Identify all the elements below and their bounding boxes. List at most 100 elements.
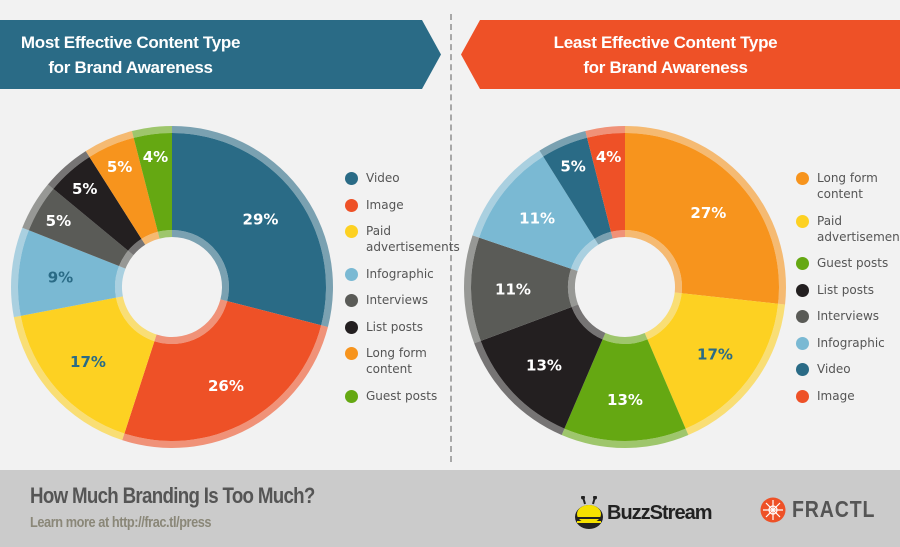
- footer-link[interactable]: Learn more at http://frac.tl/press: [30, 514, 212, 531]
- slice-inner-ring: [128, 238, 146, 256]
- data-label-long-form-content: 27%: [690, 204, 726, 222]
- legend-item-guest-posts: Guest posts: [796, 255, 900, 271]
- legend-label: List posts: [366, 319, 423, 335]
- legend-label-line: Interviews: [817, 309, 880, 323]
- logo-text: BuzzStream: [607, 501, 712, 524]
- donut-chart-least-effective: 27% 17% 13% 13% 11% 11% 5% 4%: [464, 126, 786, 448]
- legend-label-line: Long form: [366, 346, 427, 360]
- legend-item-infographic: Infographic: [345, 266, 455, 282]
- slice-body: [172, 133, 327, 326]
- slice-body: [89, 137, 158, 239]
- legend-label-line: advertisements: [817, 229, 900, 244]
- legend-item-interviews: Interviews: [345, 292, 455, 308]
- legend-swatch: [345, 320, 358, 334]
- slice-inner-ring: [602, 332, 648, 344]
- slice-outer-ring: [472, 150, 544, 238]
- footer: How Much Branding Is Too Much? Learn mor…: [0, 470, 900, 547]
- legend-label-line: content: [817, 187, 863, 201]
- donut-chart-most-effective: 29%26%17%9%5%5%5%4%: [11, 126, 333, 449]
- legend-item-infographic: Infographic: [796, 335, 900, 351]
- data-label-list-posts: 13%: [526, 356, 562, 374]
- legend-label-line: Interviews: [366, 293, 429, 307]
- slice-long-form-content: [85, 131, 160, 245]
- legend-label: Image: [817, 388, 855, 404]
- slice-video: [539, 130, 613, 245]
- slice-paid-advertisements: [644, 292, 786, 436]
- bee-icon: [575, 496, 603, 529]
- slice-outer-ring: [131, 126, 172, 138]
- data-label-paid-advertisements: 17%: [697, 346, 733, 364]
- data-label-infographic: 9%: [48, 268, 73, 286]
- header-most-effective: Most Effective Content Type for Brand Awa…: [0, 20, 441, 89]
- slice-inner-ring: [154, 299, 228, 344]
- legend-item-long-form-content: Long form content: [796, 170, 900, 202]
- slice-inner-ring: [115, 266, 126, 298]
- legend-swatch: [345, 294, 358, 307]
- legend-label: Video: [817, 361, 851, 377]
- slice-inner-ring: [594, 231, 613, 245]
- buzzstream-logo: BuzzStream: [574, 496, 712, 530]
- header-line: Most Effective Content Type: [20, 32, 241, 52]
- slice-body: [564, 339, 686, 441]
- header-line: Least Effective Content Type: [553, 32, 778, 52]
- slice-inner-ring: [571, 238, 599, 271]
- legend-item-long-form-content: Long form content: [345, 345, 455, 377]
- slice-body: [647, 293, 779, 429]
- legend-swatch: [345, 267, 358, 281]
- data-label-guest-posts: 13%: [607, 391, 643, 409]
- slice-inner-ring: [157, 230, 172, 239]
- legend-label-line: Infographic: [366, 266, 434, 281]
- dashed-divider: [450, 14, 452, 462]
- legend-swatch: [796, 257, 809, 270]
- legend-label-line: List posts: [817, 282, 874, 297]
- legend-swatch: [796, 283, 809, 297]
- slice-body: [133, 133, 172, 232]
- legend-swatch: [796, 214, 809, 228]
- slice-body: [28, 188, 129, 267]
- legend-swatch: [796, 310, 809, 323]
- footer-title: How Much Branding Is Too Much?: [30, 483, 315, 508]
- legend-swatch: [796, 363, 809, 376]
- data-label-paid-advertisements: 17%: [70, 353, 106, 371]
- slice-body: [18, 230, 120, 316]
- legend-swatch: [345, 198, 358, 212]
- slice-body: [20, 297, 155, 434]
- legend-label-line: List posts: [366, 319, 423, 334]
- legend-label: Video: [366, 170, 400, 186]
- legend-label-line: Video: [366, 171, 400, 185]
- legend-label: Guest posts: [366, 388, 437, 404]
- legend-label: Interviews: [817, 308, 879, 324]
- header-least-effective: Least Effective Content Type for Brand Aw…: [461, 20, 900, 89]
- legend-label-line: Image: [817, 388, 855, 403]
- slice-list-posts: [47, 151, 146, 256]
- legend-item-interviews: Interviews: [796, 308, 900, 324]
- slice-outer-ring: [539, 130, 588, 157]
- legend-label: Long form content: [817, 170, 878, 202]
- header-line: for Brand Awareness: [48, 57, 213, 77]
- slice-infographic: [472, 150, 599, 271]
- slice-inner-ring: [571, 304, 606, 340]
- slice-inner-ring: [116, 296, 157, 342]
- legend-label: List posts: [817, 282, 874, 298]
- slice-guest-posts: [131, 126, 172, 239]
- slice-outer-ring: [11, 227, 29, 318]
- data-label-video: 29%: [243, 210, 279, 228]
- slice-image: [122, 299, 328, 449]
- slice-outer-ring: [474, 340, 565, 436]
- slice-long-form-content: [625, 126, 786, 305]
- data-label-infographic: 11%: [519, 210, 555, 228]
- legend-label-line: Long form: [817, 171, 878, 185]
- slice-outer-ring: [561, 428, 689, 448]
- slice-outer-ring: [47, 151, 90, 189]
- slice-inner-ring: [625, 230, 682, 294]
- legend-label: Interviews: [366, 292, 428, 308]
- data-label-video: 5%: [560, 158, 585, 176]
- slice-infographic: [11, 227, 126, 318]
- slice-outer-ring: [22, 184, 54, 231]
- legend-label-line: Paid: [366, 224, 392, 238]
- slice-body: [124, 301, 322, 441]
- data-label-interviews: 11%: [495, 281, 531, 299]
- fractl-emblem-icon: [760, 497, 786, 522]
